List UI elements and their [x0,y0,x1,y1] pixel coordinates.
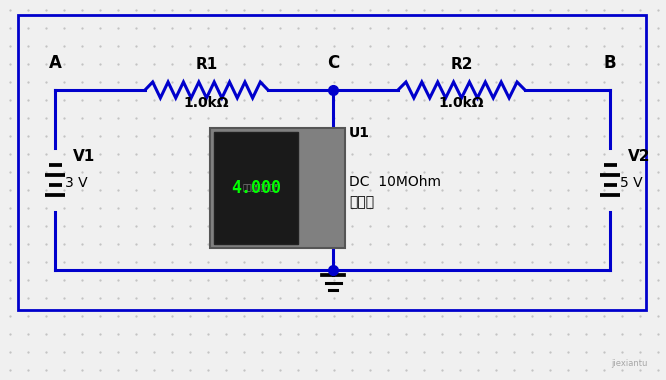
Text: 1.0kΩ: 1.0kΩ [439,96,484,110]
Text: V2: V2 [628,149,651,164]
Bar [210,128,345,248]
Bar [18,15,646,310]
Text: U1: U1 [349,126,370,140]
Text: R2: R2 [450,57,473,72]
Text: DC  10MOhm: DC 10MOhm [349,175,441,189]
Text: V1: V1 [73,149,95,164]
Text: 4.000: 4.000 [231,179,281,197]
Text: 3 V: 3 V [65,176,88,190]
Text: jiexiantu: jiexiantu [611,359,648,368]
Text: 5 V: 5 V [620,176,643,190]
Text: 电压表: 电压表 [349,195,374,209]
Text: 杭州春奈科技有限: 杭州春奈科技有限 [243,184,280,193]
Text: 1.0kΩ: 1.0kΩ [184,96,229,110]
Text: R1: R1 [195,57,218,72]
Text: B: B [603,54,616,72]
Text: C: C [327,54,339,72]
Text: A: A [49,54,61,72]
Bar [214,132,298,244]
